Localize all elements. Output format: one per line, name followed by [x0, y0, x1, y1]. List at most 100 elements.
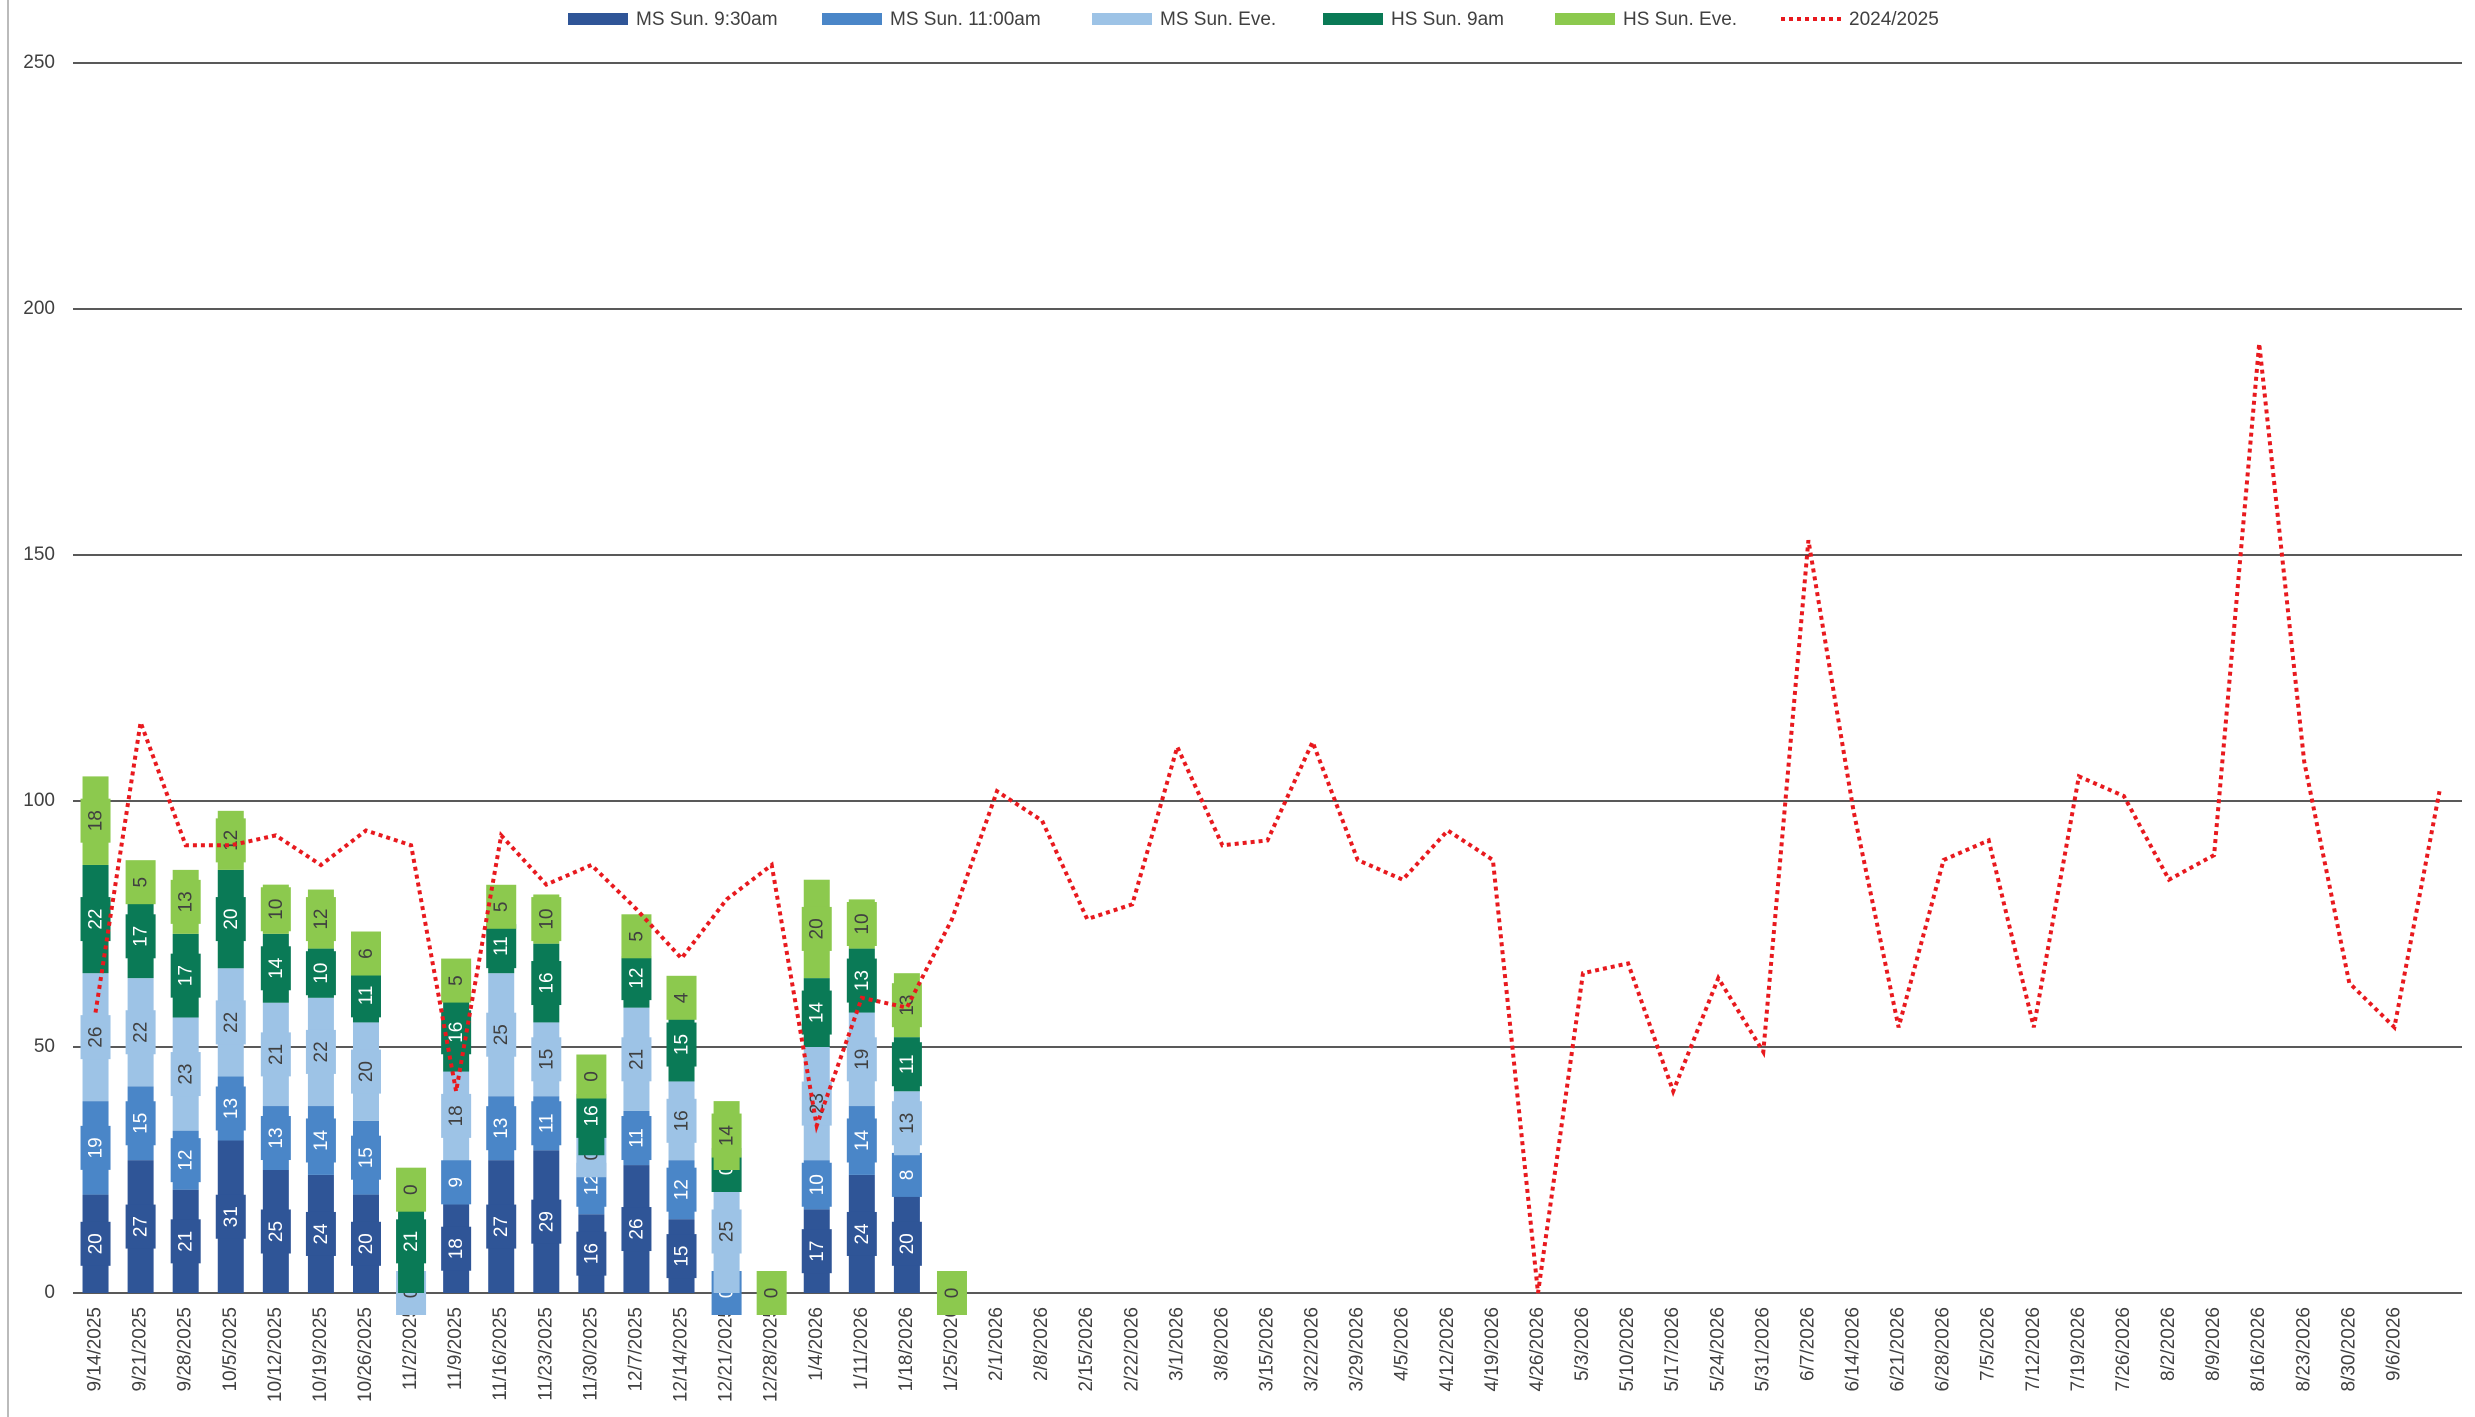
data-label-box [170, 1138, 201, 1183]
y-tick-label: 250 [23, 52, 55, 73]
x-tick-label: 6/7/2026 [1797, 1307, 1818, 1381]
data-label: 26 [86, 1027, 107, 1048]
data-label: 13 [491, 1118, 512, 1139]
x-tick-label: 9/14/2025 [85, 1307, 106, 1392]
x-tick-label: 12/7/2025 [625, 1307, 646, 1392]
legend-label: MS Sun. 9:30am [636, 9, 778, 30]
legend-swatch [568, 13, 628, 25]
data-label-box [666, 1234, 697, 1279]
legend-swatch [822, 13, 882, 25]
data-label: 5 [491, 901, 512, 912]
data-label-box [891, 1042, 922, 1087]
data-label-box [441, 1226, 472, 1271]
data-label-box [441, 1093, 472, 1138]
legend-swatch [1323, 13, 1383, 25]
legend-swatch [1555, 13, 1615, 25]
x-tick-label: 7/12/2026 [2023, 1307, 2044, 1392]
x-tick-label: 12/28/2025 [761, 1307, 782, 1402]
data-label: 14 [807, 1002, 828, 1024]
data-label-box [260, 1032, 291, 1077]
data-label-box [441, 958, 472, 1003]
data-label: 15 [131, 1113, 152, 1134]
x-tick-label: 7/19/2026 [2068, 1307, 2089, 1392]
x-tick-label: 11/23/2025 [535, 1307, 556, 1401]
x-tick-label: 4/5/2026 [1392, 1307, 1413, 1381]
data-label-box [125, 1010, 156, 1055]
legend-label: 2024/2025 [1849, 9, 1939, 30]
data-label: 0 [942, 1288, 963, 1299]
data-label: 27 [491, 1216, 512, 1237]
x-tick-label: 3/29/2026 [1347, 1307, 1368, 1392]
data-label: 24 [311, 1223, 332, 1245]
y-tick-label: 200 [23, 298, 55, 319]
data-label-box [215, 1000, 246, 1045]
y-tick-label: 150 [23, 544, 55, 565]
data-label: 0 [762, 1288, 783, 1299]
x-tick-label: 3/8/2026 [1211, 1307, 1232, 1381]
data-label: 0 [581, 1071, 602, 1082]
data-label: 19 [852, 1049, 873, 1070]
data-label-box [350, 973, 381, 1018]
data-label-box [936, 1271, 967, 1315]
x-tick-label: 4/12/2026 [1437, 1307, 1458, 1392]
data-label-box [350, 1049, 381, 1094]
data-label: 17 [176, 965, 197, 986]
data-label: 15 [672, 1246, 693, 1267]
legend-label: HS Sun. 9am [1391, 9, 1504, 30]
data-label: 14 [717, 1125, 738, 1147]
data-label-box [305, 1211, 336, 1256]
data-label: 5 [446, 975, 467, 986]
data-label-box [846, 958, 877, 1003]
x-tick-label: 1/25/2026 [941, 1307, 962, 1392]
data-label: 10 [266, 899, 287, 920]
x-tick-label: 8/30/2026 [2338, 1307, 2359, 1392]
x-tick-label: 2/1/2026 [986, 1307, 1007, 1381]
data-label-box [80, 1125, 111, 1170]
data-label: 22 [131, 1022, 152, 1043]
data-label-box [486, 1012, 517, 1057]
data-label: 13 [221, 1098, 242, 1119]
data-label-box [80, 897, 111, 942]
data-label-box [305, 1118, 336, 1163]
data-label-box [801, 906, 832, 951]
x-tick-label: 9/6/2026 [2383, 1307, 2404, 1381]
data-label-box [666, 1022, 697, 1067]
data-label: 21 [176, 1231, 197, 1252]
x-tick-label: 7/26/2026 [2113, 1307, 2134, 1392]
data-label: 20 [356, 1233, 377, 1254]
data-label-box [170, 1052, 201, 1097]
x-tick-label: 11/2/2025 [400, 1307, 421, 1390]
x-tick-label: 8/9/2026 [2203, 1307, 2224, 1381]
data-label-box [486, 1106, 517, 1151]
data-label-box [666, 1167, 697, 1212]
data-label: 0 [401, 1184, 422, 1195]
data-label-box [170, 953, 201, 998]
x-tick-label: 7/5/2026 [1978, 1307, 1999, 1381]
x-tick-label: 12/14/2025 [671, 1307, 692, 1402]
data-label: 13 [266, 1127, 287, 1148]
x-tick-label: 11/9/2025 [445, 1307, 466, 1390]
data-label-box [215, 1194, 246, 1239]
data-label-box [125, 1204, 156, 1249]
data-label: 12 [672, 1179, 693, 1200]
data-label-box [891, 1101, 922, 1146]
data-label-box [531, 897, 562, 942]
data-label: 31 [221, 1206, 242, 1227]
x-tick-label: 1/11/2026 [851, 1307, 872, 1390]
data-label-box [441, 1160, 472, 1205]
data-label: 5 [131, 877, 152, 888]
data-label-box [396, 1219, 427, 1264]
data-label: 12 [176, 1150, 197, 1171]
data-label-box [531, 1199, 562, 1244]
data-label: 21 [626, 1049, 647, 1070]
data-label: 20 [807, 918, 828, 939]
data-label: 10 [536, 909, 557, 930]
x-tick-label: 10/26/2025 [355, 1307, 376, 1402]
x-tick-label: 11/16/2025 [490, 1307, 511, 1401]
data-label: 14 [852, 1129, 873, 1151]
data-label-box [621, 956, 652, 1001]
data-label: 24 [852, 1223, 873, 1245]
data-label-box [80, 1015, 111, 1060]
data-label-box [305, 951, 336, 996]
data-label: 18 [446, 1105, 467, 1126]
